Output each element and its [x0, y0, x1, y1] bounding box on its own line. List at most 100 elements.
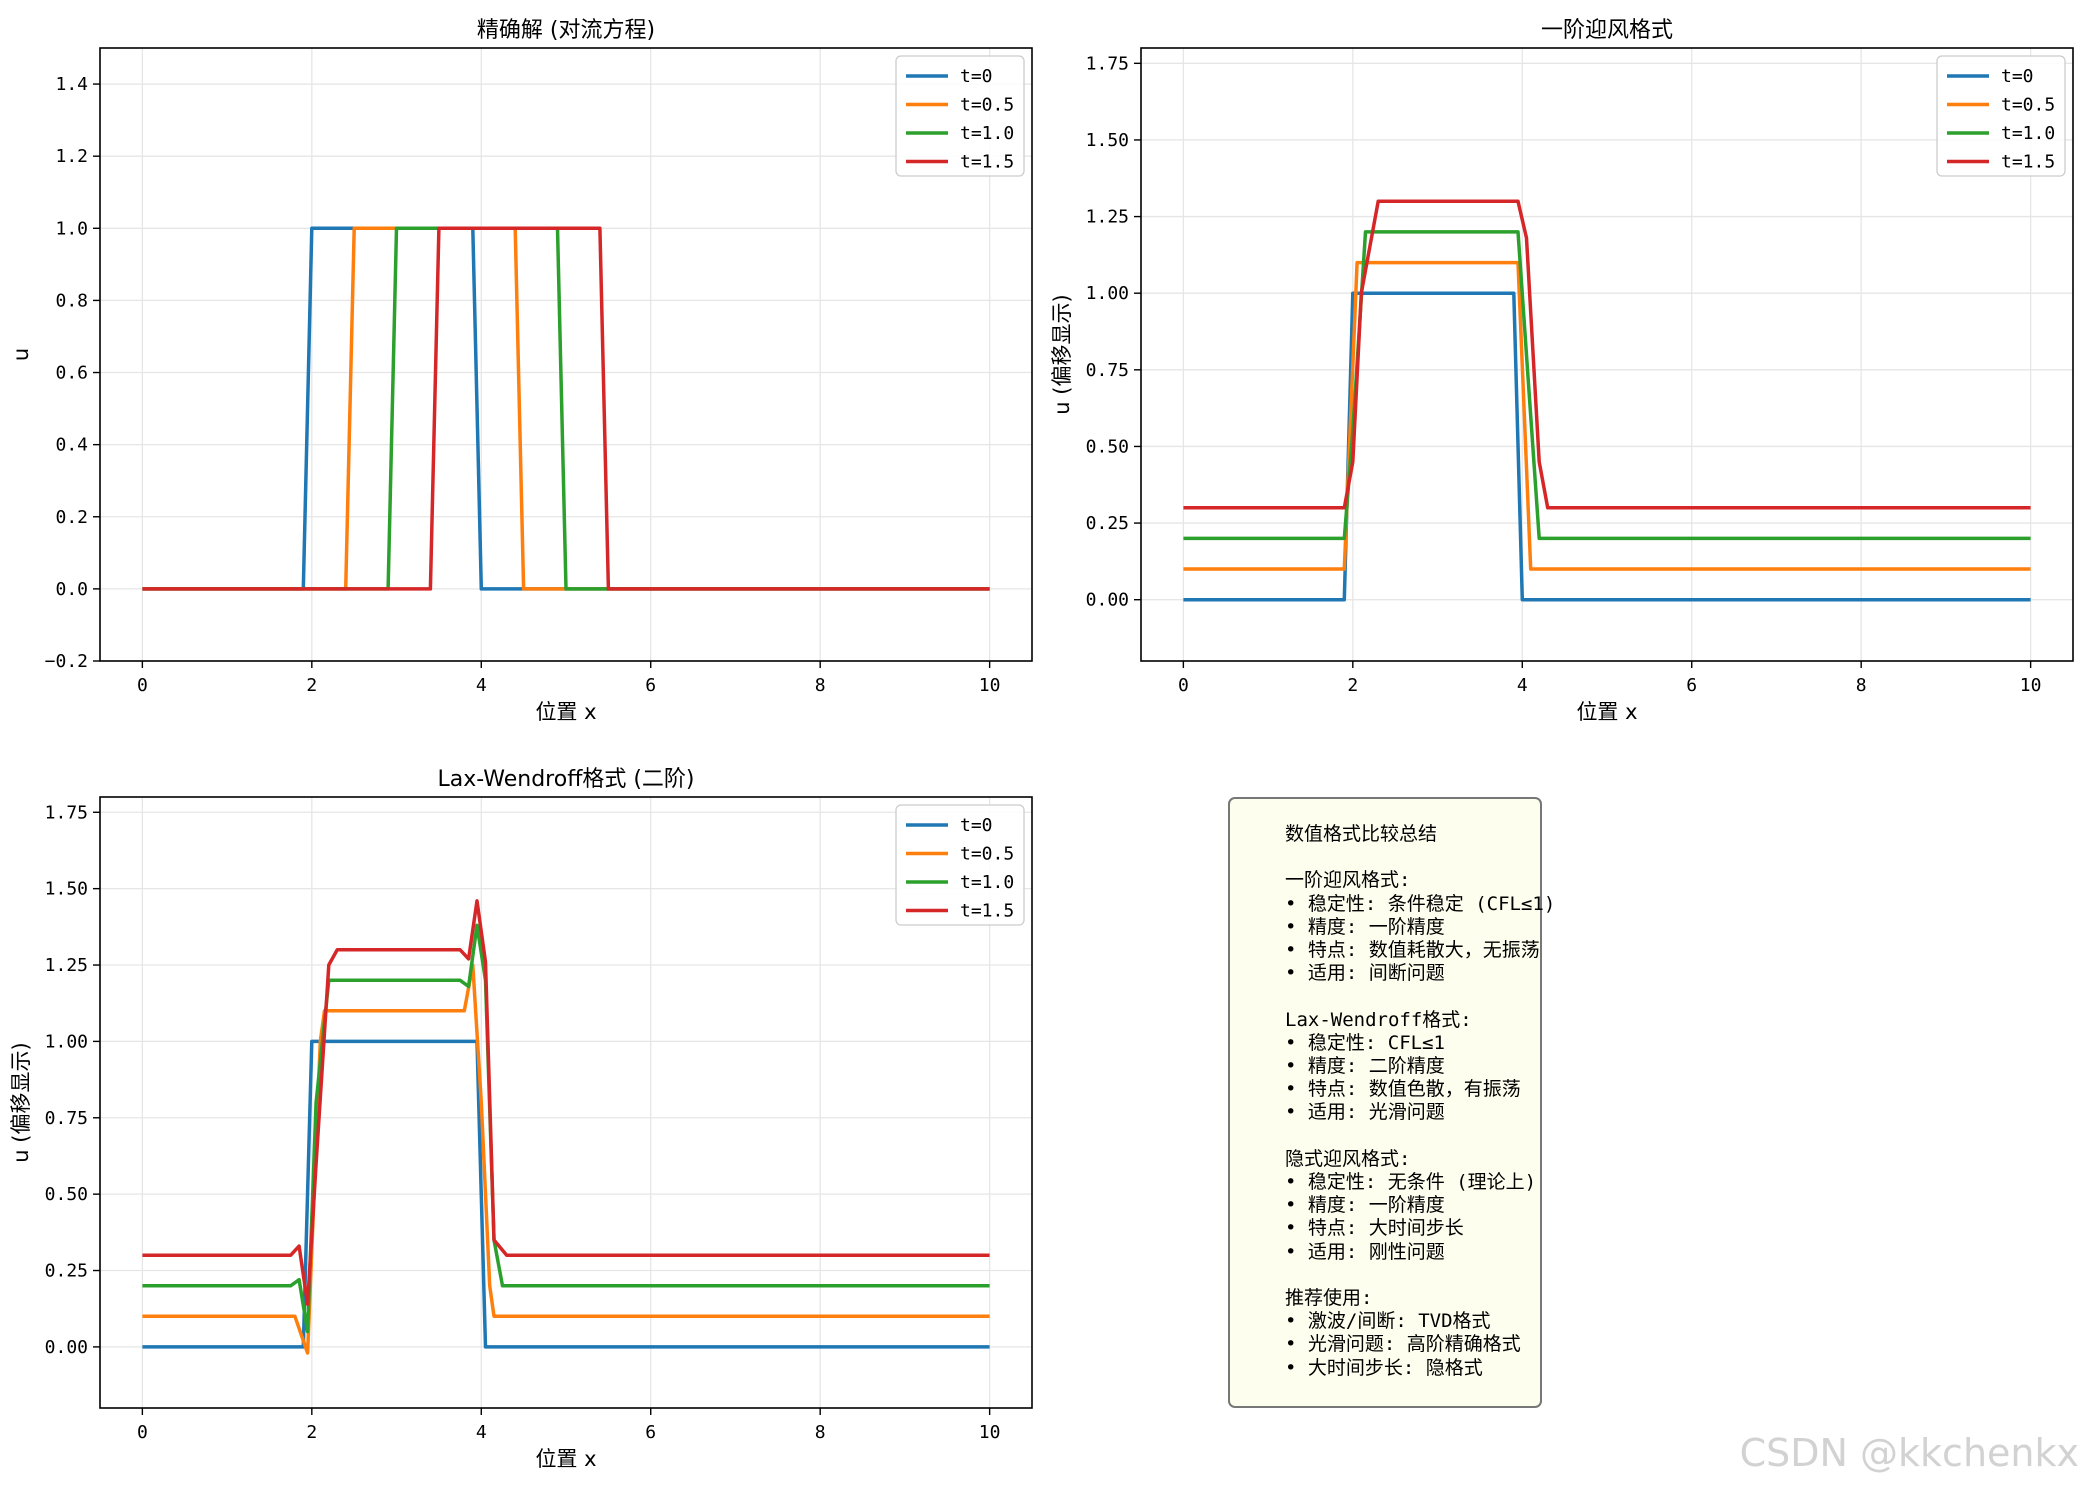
x-tick-label: 2 [306, 1422, 317, 1443]
y-axis-label: u (偏移显示) [1050, 294, 1074, 414]
x-tick-label: 4 [1517, 675, 1528, 696]
legend-box [1936, 55, 2066, 177]
y-tick-label: 1.4 [55, 74, 88, 95]
summary-line: 一阶迎风格式: [1285, 869, 1411, 892]
summary-line: • 激波/间断: TVD格式 [1285, 1310, 1491, 1333]
legend-label: t=1.0 [960, 123, 1014, 144]
legend: t=0 t=0.5 t=1.0 t=1.5 [895, 804, 1025, 926]
x-axis-label: 位置 x [535, 1447, 596, 1471]
legend-label: t=0 [2001, 66, 2034, 87]
y-tick-label: 0.6 [55, 363, 88, 384]
y-tick-label: 1.00 [1086, 283, 1129, 304]
y-tick-label: −0.2 [45, 651, 88, 672]
summary-line: • 光滑问题: 高阶精确格式 [1285, 1333, 1521, 1356]
summary-line: • 精度: 一阶精度 [1285, 1194, 1445, 1217]
plot-frame [1140, 47, 2074, 662]
x-tick-label: 6 [1686, 675, 1697, 696]
legend-label: t=1.5 [960, 152, 1014, 173]
series-line-t=1.0 [1183, 230, 2031, 541]
y-tick-label: 0.25 [1086, 513, 1129, 534]
x-tick-label: 0 [137, 1422, 148, 1443]
series-line-t=0 [1183, 291, 2031, 602]
y-tick-label: 1.0 [55, 218, 88, 239]
y-axis-label: u (偏移显示) [9, 1042, 33, 1162]
summary-line: 推荐使用: [1285, 1287, 1373, 1309]
legend-box [895, 804, 1025, 926]
summary-line: • 适用: 光滑问题 [1285, 1101, 1445, 1124]
legend-label: t=0 [960, 66, 993, 87]
watermark: CSDN @kkchenkx [1739, 1431, 2079, 1475]
legend-label: t=0.5 [960, 844, 1014, 865]
legend-label: t=1.5 [2001, 152, 2055, 173]
series-line-t=0 [142, 1039, 990, 1349]
chart-title: Lax-Wendroff格式 (二阶) [437, 767, 694, 792]
y-tick-label: 0.8 [55, 290, 88, 311]
y-tick-label: 1.25 [45, 955, 88, 976]
legend-label: t=1.0 [960, 872, 1014, 893]
series-line-t=0.5 [1183, 260, 2031, 571]
summary-line: • 精度: 二阶精度 [1285, 1055, 1445, 1077]
series-line-t=1.0 [142, 226, 990, 591]
y-tick-label: 1.25 [1086, 207, 1129, 228]
y-tick-label: 0.50 [45, 1184, 88, 1205]
x-tick-label: 0 [137, 675, 148, 696]
chart-title: 精确解 (对流方程) [477, 18, 655, 43]
plot-frame [99, 796, 1033, 1409]
series-line-t=0.5 [142, 963, 990, 1355]
chart-panel-3: 0 2 4 6 8 10 0.00 0.25 0.50 0.75 1.00 1.25 1.50 1.75 L… [9, 767, 1033, 1471]
y-tick-label: 0.25 [45, 1261, 88, 1282]
summary-line [1285, 846, 1540, 869]
y-tick-label: 0.4 [55, 435, 88, 456]
summary-line: Lax-Wendroff格式: [1285, 1008, 1472, 1031]
y-tick-label: 0.0 [55, 579, 88, 600]
legend-label: t=1.5 [960, 901, 1014, 922]
x-tick-label: 4 [476, 1422, 487, 1443]
summary-line: • 特点: 数值耗散大，无振荡 [1285, 939, 1540, 961]
legend-label: t=1.0 [2001, 123, 2055, 144]
summary-line: • 精度: 一阶精度 [1285, 915, 1445, 938]
x-tick-label: 6 [645, 675, 656, 696]
summary-line: • 稳定性: CFL≤1 [1285, 1031, 1445, 1054]
summary-text-box: 数值格式比较总结 一阶迎风格式: • 稳定性: 条件稳定 (CFL≤1) • 精度: … [1228, 797, 1556, 1408]
summary-line: • 适用: 刚性问题 [1285, 1240, 1445, 1263]
legend-box [895, 55, 1025, 177]
y-tick-label: 0.00 [1086, 590, 1129, 611]
y-tick-label: 0.2 [55, 507, 88, 528]
x-tick-label: 6 [645, 1422, 656, 1443]
x-tick-label: 2 [1347, 675, 1358, 696]
summary-line: • 特点: 大时间步长 [1285, 1217, 1464, 1240]
x-tick-label: 8 [815, 1422, 826, 1443]
plot-frame [99, 47, 1033, 662]
y-tick-label: 0.00 [45, 1337, 88, 1358]
summary-line: 隐式迎风格式: [1285, 1147, 1411, 1170]
x-tick-label: 2 [306, 675, 317, 696]
summary-line: • 特点: 数值色散，有振荡 [1285, 1078, 1521, 1101]
legend: t=0 t=0.5 t=1.0 t=1.5 [1936, 55, 2066, 177]
y-tick-label: 1.50 [45, 879, 88, 900]
summary-line [1285, 985, 1540, 1008]
y-axis-label: u [9, 348, 33, 361]
summary-line [1285, 1125, 1540, 1148]
summary-line: • 适用: 间断问题 [1285, 962, 1445, 985]
y-tick-label: 0.75 [1086, 360, 1129, 381]
x-tick-label: 10 [979, 675, 1001, 696]
x-tick-label: 8 [815, 675, 826, 696]
series-line-t=1.5 [142, 226, 990, 591]
legend: t=0 t=0.5 t=1.0 t=1.5 [895, 55, 1025, 177]
summary-line: • 大时间步长: 隐格式 [1285, 1356, 1483, 1379]
x-tick-label: 10 [2020, 675, 2042, 696]
y-tick-label: 1.75 [1086, 53, 1129, 74]
series-line-t=1.5 [142, 899, 990, 1306]
summary-line: • 稳定性: 条件稳定 (CFL≤1) [1285, 892, 1556, 915]
series-line-t=1.5 [1183, 199, 2031, 510]
y-tick-label: 0.75 [45, 1108, 88, 1129]
x-tick-label: 0 [1178, 675, 1189, 696]
x-axis-label: 位置 x [1576, 700, 1637, 724]
legend-label: t=0.5 [2001, 95, 2055, 116]
y-tick-label: 1.50 [1086, 130, 1129, 151]
y-tick-label: 1.75 [45, 802, 88, 823]
x-axis-label: 位置 x [535, 700, 596, 724]
x-tick-label: 10 [979, 1422, 1001, 1443]
legend-label: t=0.5 [960, 95, 1014, 116]
